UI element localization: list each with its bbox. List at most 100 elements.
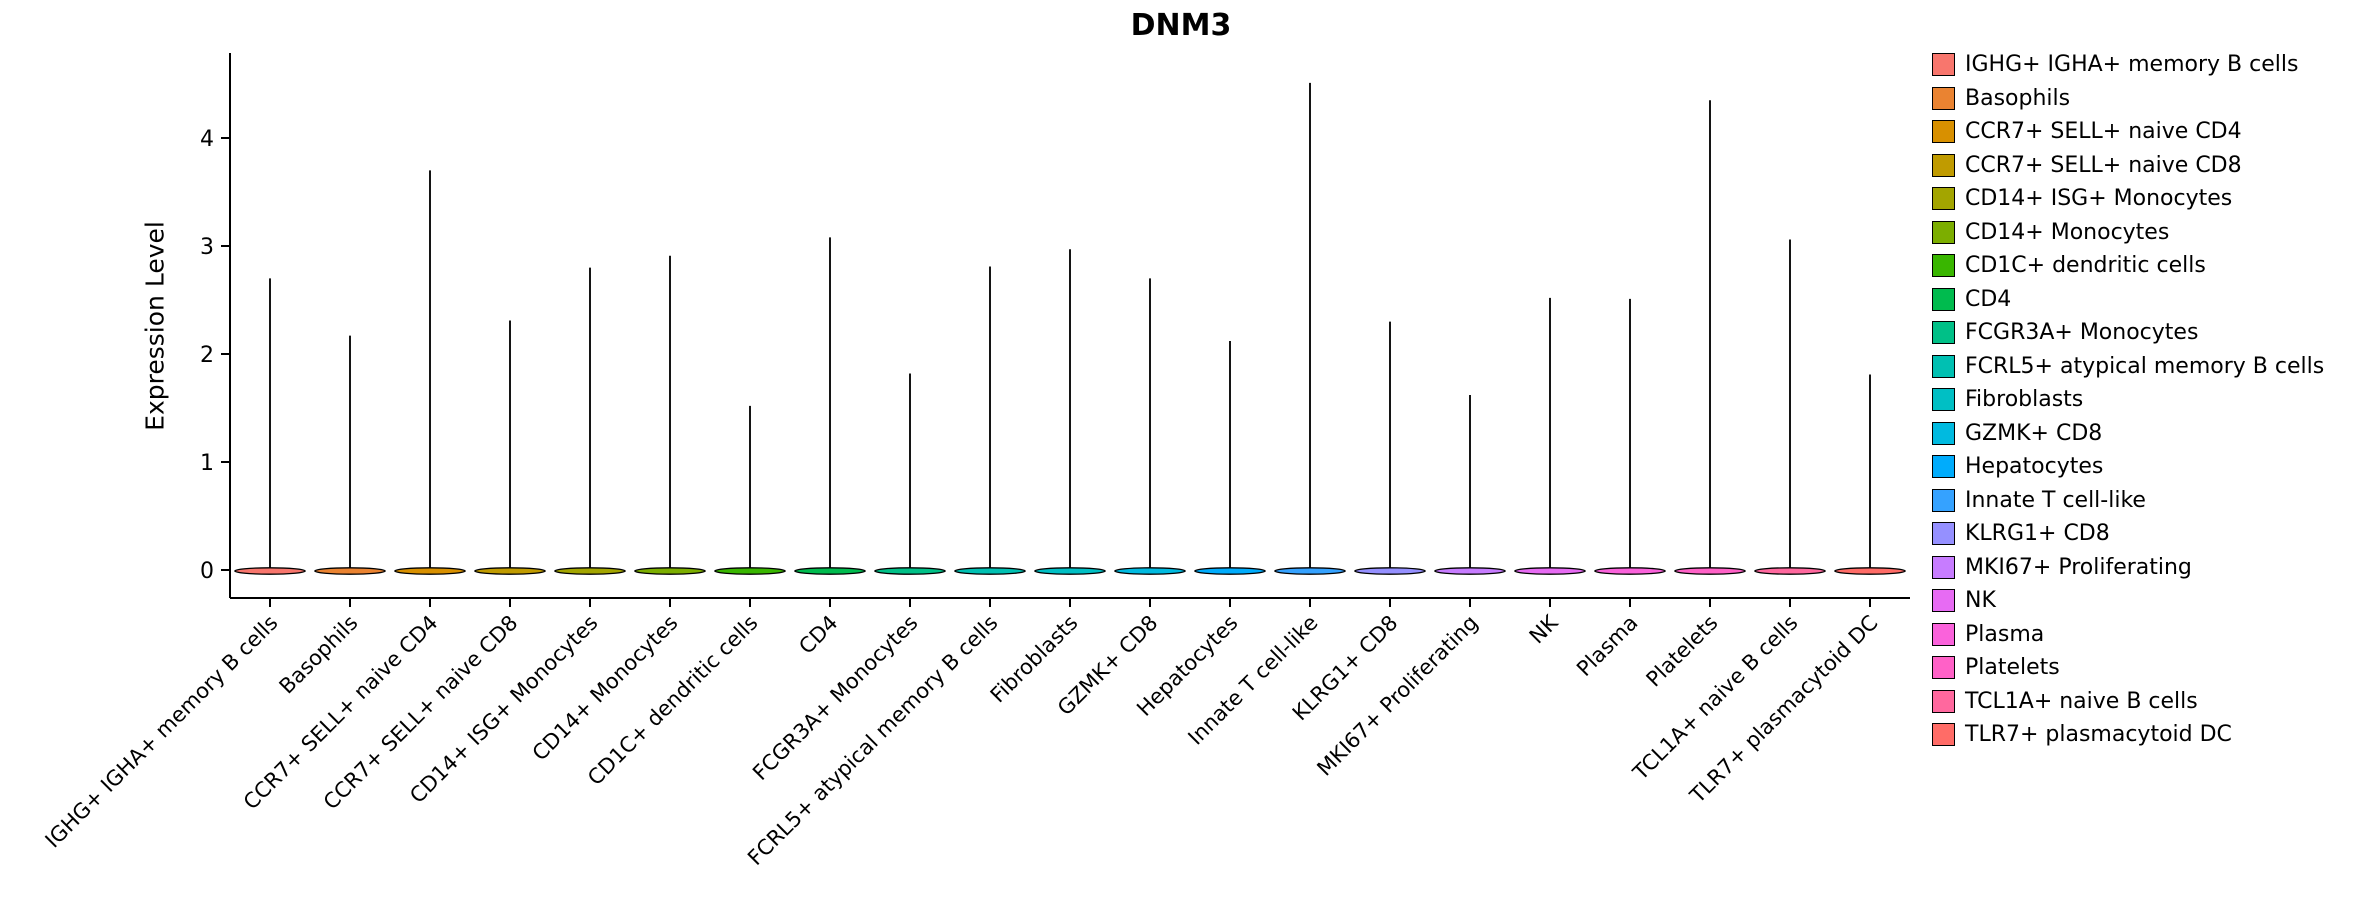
y-tick-label: 1	[200, 451, 214, 476]
legend-label: CD14+ ISG+ Monocytes	[1965, 186, 2233, 212]
violin-base	[314, 567, 386, 575]
x-tick-label: IGHG+ IGHA+ memory B cells	[41, 611, 283, 853]
legend-swatch	[1932, 321, 1955, 345]
legend-item: FCRL5+ atypical memory B cells	[1932, 350, 2324, 384]
legend-label: CCR7+ SELL+ naive CD4	[1965, 119, 2242, 145]
chart-title: DNM3	[1130, 8, 1232, 43]
x-tick-label: CD1C+ dendritic cells	[583, 611, 763, 791]
legend-swatch	[1932, 689, 1955, 713]
violin-base	[1754, 567, 1826, 575]
x-tick-label: CD4	[794, 611, 842, 659]
legend-item: CD14+ ISG+ Monocytes	[1932, 182, 2324, 216]
legend-item: KLRG1+ CD8	[1932, 517, 2324, 551]
violin-base	[1834, 567, 1906, 575]
violin-base	[1114, 567, 1186, 575]
x-tick-label: CD14+ Monocytes	[528, 611, 683, 766]
legend-label: Innate T cell-like	[1965, 487, 2146, 513]
x-tick-label: MKI67+ Proliferating	[1312, 611, 1482, 781]
y-tick-label: 2	[200, 343, 214, 368]
legend-swatch	[1932, 589, 1955, 613]
x-tick-label: TCL1A+ naive B cells	[1628, 611, 1803, 786]
legend: IGHG+ IGHA+ memory B cells Basophils CCR7+…	[1932, 48, 2324, 752]
legend-swatch	[1932, 254, 1955, 278]
legend-label: TLR7+ plasmacytoid DC	[1965, 722, 2232, 748]
legend-swatch	[1932, 455, 1955, 479]
legend-swatch	[1932, 488, 1955, 512]
legend-label: TCL1A+ naive B cells	[1965, 688, 2198, 714]
legend-label: Platelets	[1965, 655, 2060, 681]
legend-label: CD14+ Monocytes	[1965, 219, 2170, 245]
legend-swatch	[1932, 220, 1955, 244]
violin-base	[1514, 567, 1586, 575]
legend-label: IGHG+ IGHA+ memory B cells	[1965, 52, 2299, 78]
legend-item: FCGR3A+ Monocytes	[1932, 316, 2324, 350]
legend-label: FCRL5+ atypical memory B cells	[1965, 353, 2325, 379]
legend-swatch	[1932, 622, 1955, 646]
x-tick-label: FCGR3A+ Monocytes	[748, 611, 923, 786]
legend-swatch	[1932, 522, 1955, 546]
legend-label: Hepatocytes	[1965, 454, 2104, 480]
legend-label: CD1C+ dendritic cells	[1965, 253, 2206, 279]
y-tick-label: 0	[200, 559, 214, 584]
x-tick-label: Plasma	[1572, 611, 1642, 681]
legend-item: IGHG+ IGHA+ memory B cells	[1932, 48, 2324, 82]
x-tick-label: Basophils	[275, 611, 363, 699]
legend-item: CD14+ Monocytes	[1932, 216, 2324, 250]
legend-item: Platelets	[1932, 651, 2324, 685]
y-tick-label: 3	[200, 235, 214, 260]
legend-swatch	[1932, 656, 1955, 680]
legend-swatch	[1932, 287, 1955, 311]
x-tick-label: Platelets	[1642, 611, 1723, 692]
violin-base	[394, 567, 466, 575]
legend-label: FCGR3A+ Monocytes	[1965, 320, 2199, 346]
legend-swatch	[1932, 723, 1955, 747]
legend-item: Innate T cell-like	[1932, 484, 2324, 518]
legend-item: Plasma	[1932, 618, 2324, 652]
x-tick-label: NK	[1525, 610, 1564, 649]
violin-base	[1674, 567, 1746, 575]
legend-item: MKI67+ Proliferating	[1932, 551, 2324, 585]
legend-label: Plasma	[1965, 621, 2045, 647]
violin-base	[1354, 567, 1426, 575]
legend-item: Basophils	[1932, 82, 2324, 116]
violin-base	[1034, 567, 1106, 575]
violin-base	[1274, 567, 1346, 575]
legend-label: CCR7+ SELL+ naive CD8	[1965, 152, 2242, 178]
legend-label: NK	[1965, 588, 1996, 614]
legend-swatch	[1932, 388, 1955, 412]
violin-base	[474, 567, 546, 575]
legend-item: CCR7+ SELL+ naive CD8	[1932, 149, 2324, 183]
legend-swatch	[1932, 354, 1955, 378]
legend-label: CD4	[1965, 286, 2012, 312]
legend-swatch	[1932, 555, 1955, 579]
violin-base	[1194, 567, 1266, 575]
legend-label: Basophils	[1965, 85, 2071, 111]
legend-item: NK	[1932, 584, 2324, 618]
legend-item: TLR7+ plasmacytoid DC	[1932, 718, 2324, 752]
legend-label: MKI67+ Proliferating	[1965, 554, 2192, 580]
legend-swatch	[1932, 187, 1955, 211]
violin-base	[634, 567, 706, 575]
violin-base	[1434, 567, 1506, 575]
legend-item: CCR7+ SELL+ naive CD4	[1932, 115, 2324, 149]
violin-base	[1594, 567, 1666, 575]
violin-base	[874, 567, 946, 575]
legend-swatch	[1932, 421, 1955, 445]
legend-label: KLRG1+ CD8	[1965, 521, 2110, 547]
violin-base	[954, 567, 1026, 575]
legend-item: GZMK+ CD8	[1932, 417, 2324, 451]
legend-swatch	[1932, 153, 1955, 177]
violin-base	[234, 567, 306, 575]
legend-label: GZMK+ CD8	[1965, 420, 2103, 446]
legend-swatch	[1932, 120, 1955, 144]
violin-base	[714, 567, 786, 575]
legend-item: TCL1A+ naive B cells	[1932, 685, 2324, 719]
y-tick-label: 4	[200, 127, 214, 152]
legend-item: CD4	[1932, 283, 2324, 317]
legend-item: CD1C+ dendritic cells	[1932, 249, 2324, 283]
legend-item: Fibroblasts	[1932, 383, 2324, 417]
violin-base	[794, 567, 866, 575]
legend-label: Fibroblasts	[1965, 387, 2084, 413]
